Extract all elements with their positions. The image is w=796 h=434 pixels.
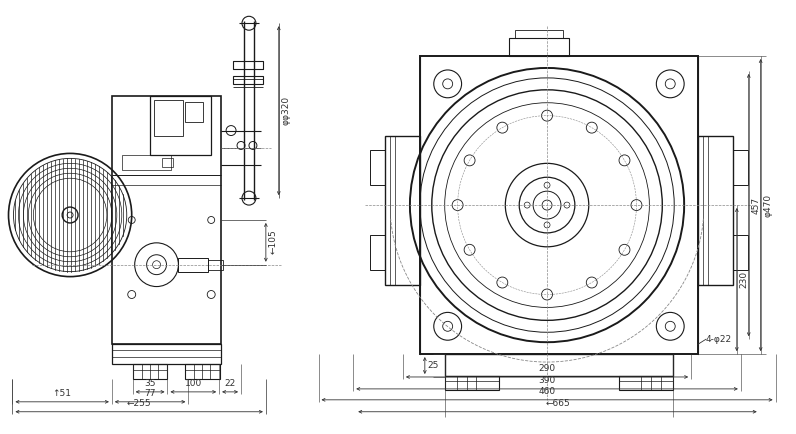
Bar [233,76,263,84]
Bar [370,151,385,185]
Bar [733,151,747,185]
Text: 77: 77 [144,389,156,398]
Bar [233,61,263,69]
Text: 460: 460 [538,387,556,396]
Bar [133,364,167,379]
Text: ←105: ←105 [269,230,278,254]
Bar [733,235,747,270]
Bar [112,96,221,344]
Text: 390: 390 [538,376,556,385]
Text: ↑51: ↑51 [53,389,72,398]
Text: φφ320: φφ320 [282,96,291,125]
Bar [370,235,385,270]
Bar [515,30,563,38]
Bar [618,376,673,390]
Text: 230: 230 [739,271,749,288]
Bar [185,102,203,122]
Bar [154,100,183,135]
Bar [178,258,209,272]
Text: ←665: ←665 [545,399,570,408]
Bar [445,354,673,376]
Text: 25: 25 [427,361,439,370]
Bar [445,376,499,390]
Bar [385,135,419,285]
Text: 100: 100 [185,379,202,388]
Bar [122,155,171,170]
Bar [209,260,223,270]
Bar [509,38,569,56]
Text: φ470: φ470 [763,194,773,217]
Bar [150,96,211,155]
Text: 22: 22 [224,379,236,388]
Text: ←255: ←255 [127,399,151,408]
Bar [162,158,174,168]
Bar [698,135,733,285]
Text: 457: 457 [751,197,761,214]
Bar [185,364,220,379]
Bar [419,56,698,354]
Text: 290: 290 [538,364,556,373]
Text: 4-φ22: 4-φ22 [706,335,732,344]
Bar [112,344,221,364]
Text: 35: 35 [144,379,156,388]
